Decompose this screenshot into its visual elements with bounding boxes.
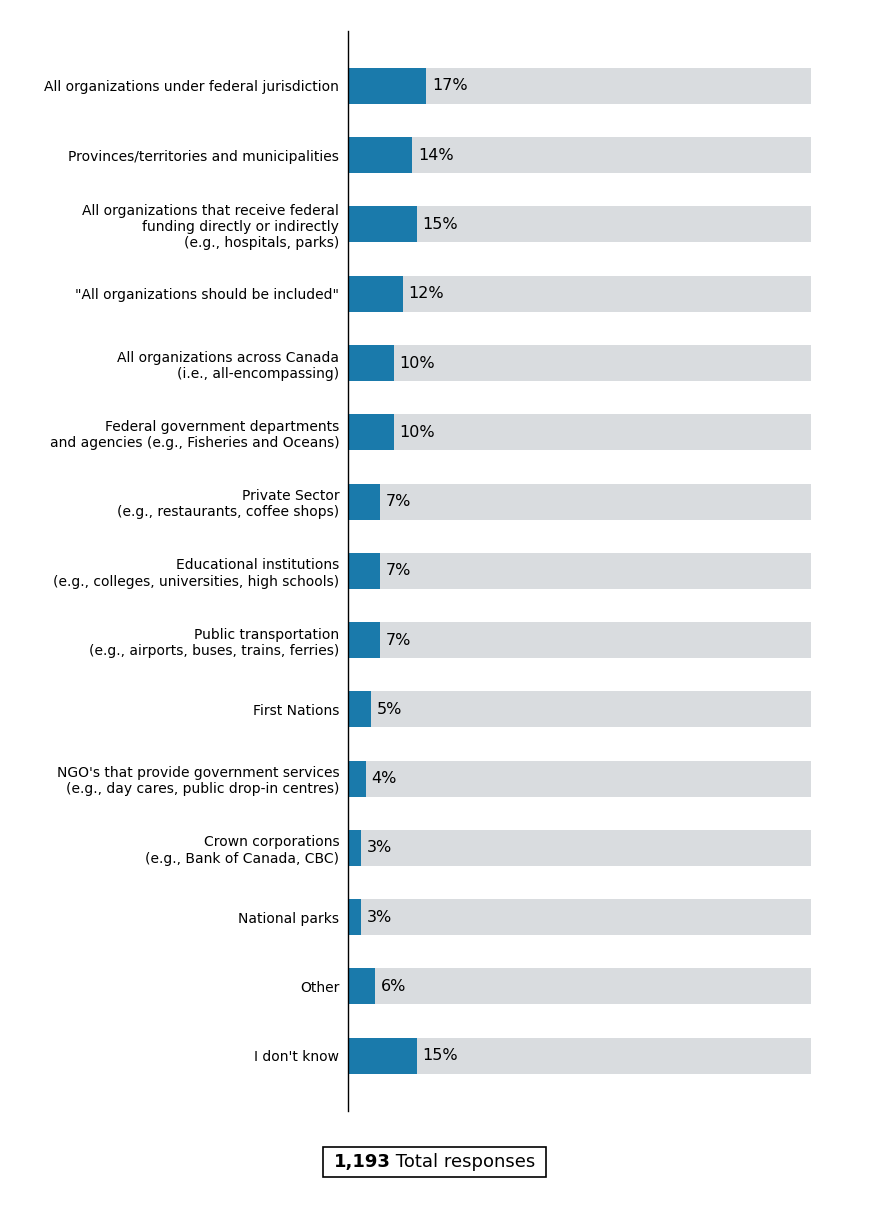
Bar xyxy=(348,553,380,589)
Bar xyxy=(348,968,375,1005)
Bar xyxy=(348,206,417,243)
Text: 3%: 3% xyxy=(367,840,392,856)
Text: 7%: 7% xyxy=(386,495,411,509)
Bar xyxy=(348,206,811,243)
Text: 4%: 4% xyxy=(372,772,397,786)
Text: 12%: 12% xyxy=(408,286,444,302)
Text: 1,193: 1,193 xyxy=(334,1154,390,1171)
Bar xyxy=(348,276,403,311)
Bar xyxy=(348,553,811,589)
Bar xyxy=(348,691,811,728)
Bar xyxy=(348,276,811,311)
Text: 10%: 10% xyxy=(400,425,435,440)
Bar xyxy=(348,484,811,520)
Text: 15%: 15% xyxy=(422,1048,458,1063)
Text: 3%: 3% xyxy=(367,910,392,924)
Bar xyxy=(348,346,394,381)
Text: 6%: 6% xyxy=(381,979,407,994)
Bar xyxy=(348,1038,417,1073)
Bar xyxy=(348,68,811,104)
Bar xyxy=(348,761,811,796)
Text: 7%: 7% xyxy=(386,563,411,579)
Text: 10%: 10% xyxy=(400,355,435,370)
Text: Total responses: Total responses xyxy=(390,1154,535,1171)
Bar xyxy=(348,691,371,728)
Bar xyxy=(348,899,362,935)
Bar xyxy=(348,137,413,173)
Text: 15%: 15% xyxy=(422,217,458,232)
Bar xyxy=(348,761,366,796)
Bar xyxy=(348,621,811,658)
Bar xyxy=(348,899,811,935)
Bar xyxy=(348,346,811,381)
Text: 14%: 14% xyxy=(418,148,454,162)
Bar xyxy=(348,68,427,104)
Bar xyxy=(348,414,811,451)
Bar xyxy=(348,1038,811,1073)
Text: 5%: 5% xyxy=(376,702,401,717)
Bar xyxy=(348,830,811,866)
Bar xyxy=(348,621,380,658)
Text: 7%: 7% xyxy=(386,632,411,647)
Bar xyxy=(348,830,362,866)
Text: 17%: 17% xyxy=(432,78,468,94)
Bar xyxy=(348,137,811,173)
Bar xyxy=(348,414,394,451)
Bar xyxy=(348,484,380,520)
Bar xyxy=(348,968,811,1005)
